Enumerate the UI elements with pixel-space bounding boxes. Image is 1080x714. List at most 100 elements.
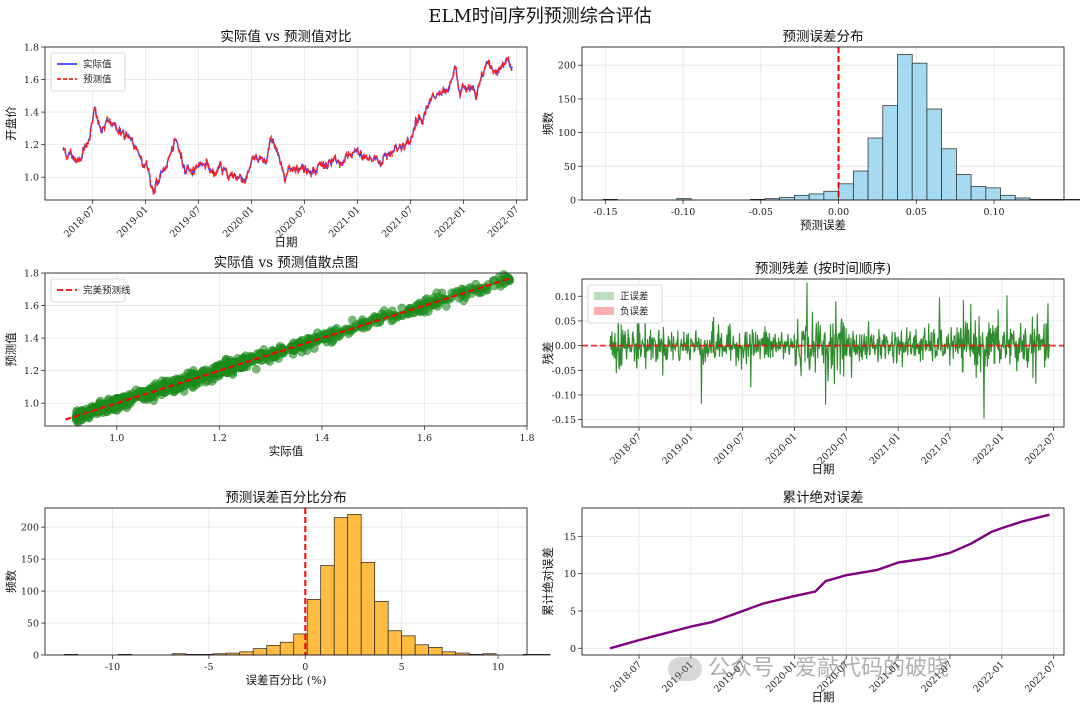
histogram-bar	[926, 108, 942, 201]
scatter-point	[432, 288, 441, 298]
y-axis-label: 开盘价	[4, 106, 18, 141]
x-tick-label: 2020-01	[764, 431, 800, 467]
legend-swatch	[594, 307, 614, 315]
y-tick-label: 1.2	[24, 366, 39, 377]
x-tick-label: 0.00	[828, 207, 849, 218]
y-tick-label: 1.4	[24, 108, 39, 119]
actual-vs-predicted-scatter: 1.0 1.2 1.4 1.6 1.8 1.0 1.2 1.4 1.6 1.8 实际值 vs 预测值…	[4, 255, 535, 458]
actual-vs-predicted-line-chart: 2018-07 2019-01 2019-07 2020-01 2020-07 2021-…	[4, 29, 528, 249]
histogram-bar	[333, 517, 349, 656]
histogram-bar	[239, 651, 254, 656]
histogram-bar	[252, 648, 268, 656]
x-tick-label: -5	[204, 662, 213, 673]
histogram-bar	[279, 641, 295, 656]
histogram-bar	[374, 600, 389, 656]
x-tick-label: 2019-01	[660, 431, 696, 467]
x-tick-label: 1.2	[212, 433, 227, 444]
y-tick-label: -0.15	[552, 415, 576, 426]
x-tick-label: 1.0	[109, 433, 124, 444]
x-tick-label: 2022-01	[971, 659, 1007, 695]
y-tick-label: 0	[570, 196, 576, 207]
histogram-bar	[867, 137, 884, 201]
y-tick-label: -0.05	[552, 366, 576, 377]
scatter-point	[442, 302, 451, 311]
histogram-bar	[852, 170, 869, 201]
y-tick-label: 150	[558, 94, 576, 105]
y-tick-label: 1.2	[24, 140, 39, 151]
axes-frame	[581, 278, 1065, 428]
x-tick-label: 2021-01	[868, 431, 904, 467]
x-tick-label: 2021-07	[919, 431, 955, 467]
histogram-bar	[897, 54, 913, 201]
watermark-text: 公众号 · 爱敲代码的破晓	[708, 656, 949, 681]
y-tick-label: 15	[564, 532, 576, 543]
predicted-series-line	[62, 55, 513, 196]
legend-box	[50, 52, 126, 92]
x-tick-label: 2018-07	[608, 431, 644, 467]
error-histogram: -0.15 -0.10 -0.05 0.00 0.05 0.10 0 50 100 150 200 预…	[541, 29, 1080, 232]
y-tick-label: 1.8	[24, 43, 39, 54]
histogram-bar	[882, 105, 898, 201]
x-axis-label: 预测误差	[800, 218, 846, 232]
legend-swatch	[594, 292, 614, 300]
histogram-bar	[985, 187, 1001, 201]
x-tick-label: 0.05	[906, 207, 927, 218]
chart-title: 预测误差分布	[783, 29, 864, 45]
histogram-bar	[970, 186, 987, 201]
y-tick-label: 1.4	[24, 334, 39, 345]
chart-title: 预测残差 (按时间顺序)	[755, 261, 891, 277]
x-tick-label: 2018-07	[62, 204, 98, 240]
axes-frame	[581, 507, 1065, 656]
scatter-point	[77, 415, 87, 425]
histogram-bar	[808, 193, 825, 201]
histogram-bar	[911, 62, 928, 201]
legend-label: 完美预测线	[83, 285, 131, 297]
chart-title: 预测误差百分比分布	[225, 490, 347, 506]
x-tick-label: 2022-07	[1023, 431, 1059, 467]
y-axis-label: 频数	[4, 570, 18, 593]
histogram-bar	[794, 194, 810, 201]
legend-label: 实际值	[83, 59, 112, 71]
x-axis-label: 日期	[812, 462, 835, 476]
x-tick-label: 0.10	[983, 207, 1004, 218]
y-tick-label: 50	[27, 619, 39, 630]
x-tick-label: 5	[399, 662, 405, 673]
histogram-bar	[956, 174, 972, 201]
scatter-point	[388, 315, 398, 324]
y-axis-label: 预测值	[4, 332, 18, 367]
scatter-point	[104, 394, 113, 404]
y-axis-label: 频数	[541, 112, 555, 135]
x-tick-label: 2018-07	[608, 659, 644, 695]
histogram-bar	[401, 635, 416, 656]
x-tick-label: 2021-01	[327, 204, 363, 240]
x-tick-label: 1.8	[519, 433, 534, 444]
y-tick-label: 0	[570, 644, 576, 655]
y-axis-label: 累计绝对误差	[541, 547, 555, 616]
perfect-prediction-line	[65, 276, 512, 421]
x-tick-label: 2022-07	[1023, 659, 1059, 695]
chart-title: 累计绝对误差	[783, 490, 864, 506]
x-tick-label: 1.6	[417, 433, 432, 444]
residuals-chart: 2018-07 2019-01 2019-07 2020-01 2020-07 2021-…	[541, 261, 1065, 476]
x-tick-label: 1.4	[314, 433, 329, 444]
histogram-bar	[823, 190, 839, 201]
x-tick-label: 2019-07	[712, 431, 748, 467]
x-tick-label: 10	[492, 662, 504, 673]
histogram-bar	[414, 644, 430, 656]
y-tick-label: 0.05	[555, 316, 576, 327]
x-tick-label: 2022-01	[433, 204, 469, 240]
x-tick-label: 0	[302, 662, 308, 673]
axes-frame	[44, 46, 528, 201]
histogram-bar	[320, 565, 335, 656]
wechat-icon	[668, 657, 702, 681]
histogram-bar	[387, 630, 403, 656]
chart-title: 实际值 vs 预测值对比	[220, 29, 351, 45]
histogram-bar	[941, 148, 957, 201]
y-tick-label: 200	[558, 61, 576, 72]
x-axis-label: 日期	[275, 235, 298, 249]
x-tick-label: -0.05	[749, 207, 773, 218]
y-tick-label: 150	[21, 555, 39, 566]
y-tick-label: 0	[33, 651, 39, 662]
y-tick-label: -0.10	[552, 390, 576, 401]
